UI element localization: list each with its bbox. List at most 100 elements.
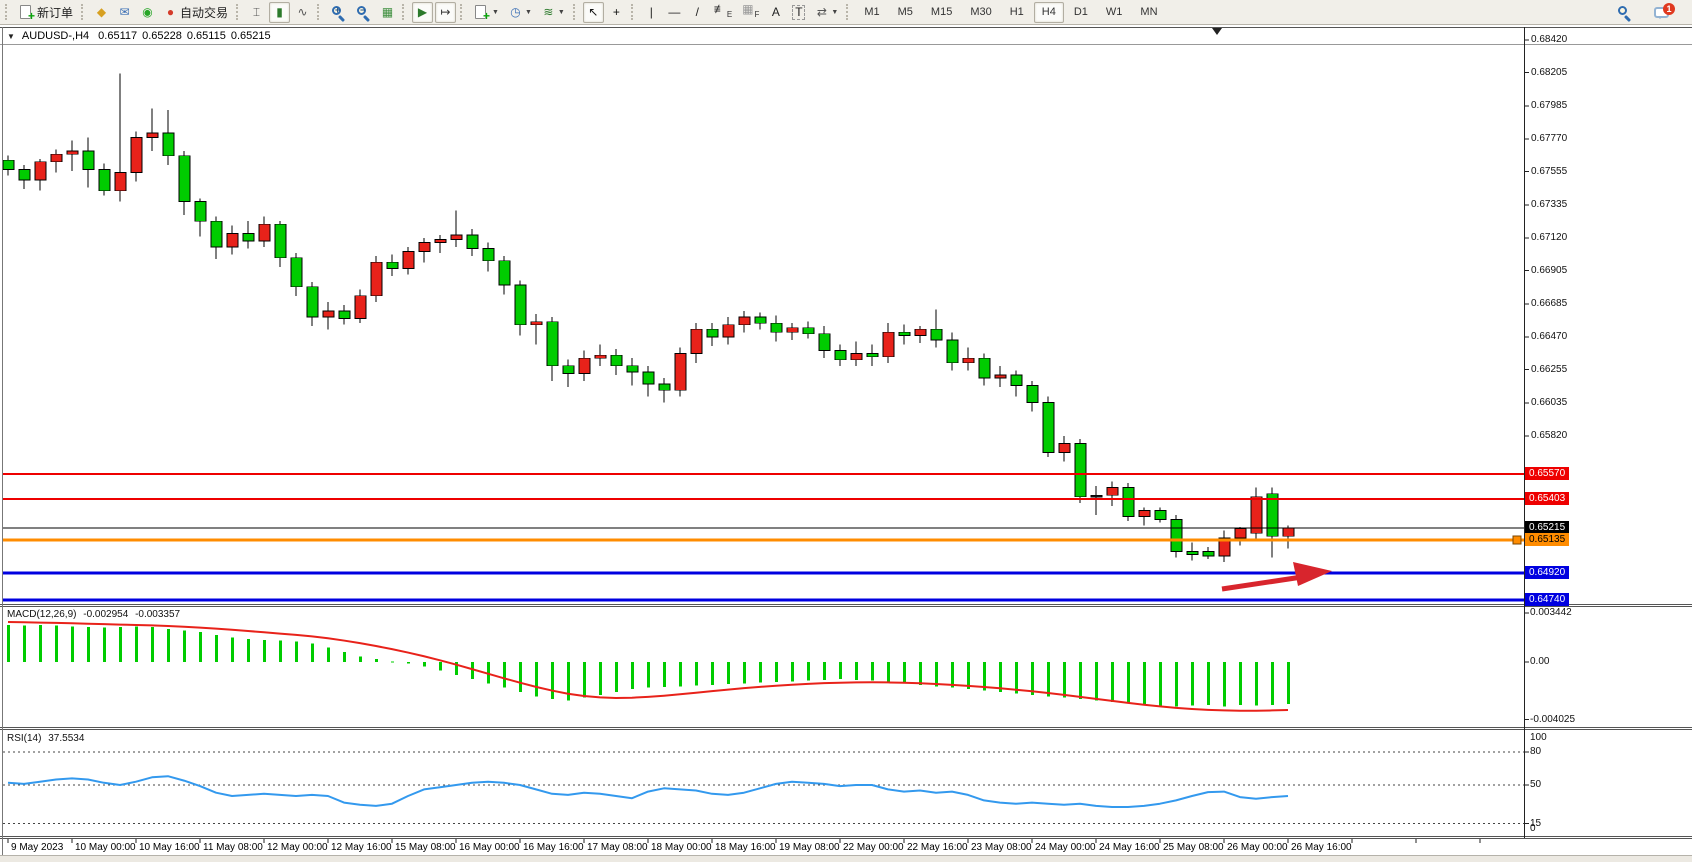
data-window-button[interactable]: ✉: [114, 2, 135, 23]
chart-shift-icon: ↦: [440, 4, 451, 19]
new-chart-icon: +: [475, 5, 490, 23]
time-tick-18: 25 May 08:00: [1163, 842, 1224, 853]
candlestick-mode-button[interactable]: ▮: [269, 1, 291, 23]
strategy-tester-button[interactable]: ◉: [137, 2, 158, 23]
entry-line-handle[interactable]: [1512, 535, 1522, 545]
new-chart-dropdown-icon[interactable]: ▼: [492, 8, 499, 16]
tf-m30-button[interactable]: M30: [962, 2, 999, 23]
time-tick-13: 22 May 00:00: [843, 842, 904, 853]
price-tick-0.66470: 0.66470: [1531, 330, 1568, 342]
tf-m15-button[interactable]: M15: [923, 2, 960, 23]
time-tick-1: 10 May 00:00: [75, 842, 136, 853]
tf-h4-button[interactable]: H4: [1033, 1, 1064, 23]
price-axis-border: [1524, 27, 1525, 838]
auto-scroll-button[interactable]: ▶: [412, 1, 434, 23]
time-tick-5: 12 May 16:00: [331, 842, 392, 853]
arrows-tool-icon: ⇄: [816, 4, 827, 19]
periods-dropdown-icon[interactable]: ▼: [524, 8, 532, 16]
chart-collapse-icon[interactable]: ▼: [7, 31, 15, 41]
search-button[interactable]: [1613, 2, 1636, 23]
cursor-button[interactable]: ↖: [582, 1, 604, 23]
indicators-dropdown-icon[interactable]: ▼: [557, 8, 565, 16]
tf-d1-button[interactable]: D1: [1066, 2, 1096, 23]
market-watch-button[interactable]: ◆: [91, 2, 112, 23]
toolbar-grip[interactable]: [317, 4, 323, 20]
toolbar-grip[interactable]: [630, 4, 637, 20]
time-tick-11: 18 May 16:00: [715, 842, 776, 853]
label-tool-button[interactable]: T: [788, 2, 809, 23]
toolbar-grip[interactable]: [5, 4, 11, 20]
pane-separator-rsi-b[interactable]: [0, 729, 1692, 730]
zoom-out-button[interactable]: −: [352, 2, 375, 23]
grid-tool-button[interactable]: ▦F: [738, 2, 763, 23]
auto-scroll-icon: ▶: [417, 4, 428, 19]
new-chart-button[interactable]: + ▼: [470, 2, 503, 23]
pane-separator-macd-b[interactable]: [0, 606, 1692, 607]
tf-m1-label: M1: [864, 6, 880, 18]
arrows-tool-dropdown-icon[interactable]: ▼: [831, 8, 839, 16]
zoom-out-icon: −: [356, 5, 371, 22]
time-tick-19: 26 May 00:00: [1227, 842, 1288, 853]
indicators-button[interactable]: ≋ ▼: [538, 2, 569, 23]
horizontal-line-tool-button[interactable]: —: [664, 2, 685, 23]
tf-mn-button[interactable]: MN: [1132, 2, 1165, 23]
price-lines[interactable]: [3, 473, 1524, 602]
trendline-tool-button[interactable]: /: [687, 2, 708, 23]
time-tick-0: 9 May 2023: [11, 842, 64, 853]
time-axis-separator-a: [0, 836, 1692, 837]
auto-trading-icon: ●: [166, 4, 175, 19]
chart-shift-button[interactable]: ↦: [435, 1, 457, 23]
left-border: [2, 27, 3, 855]
tf-h1-button[interactable]: H1: [1002, 2, 1032, 23]
zoom-in-icon: +: [331, 5, 346, 22]
chat-button[interactable]: 1: [1650, 2, 1675, 23]
tf-m1-button[interactable]: M1: [856, 2, 887, 23]
toolbar-grip[interactable]: [460, 4, 466, 20]
time-tick-2: 10 May 16:00: [139, 842, 200, 853]
resistance-line-1-price-label[interactable]: 0.65570: [1525, 467, 1570, 480]
zoom-in-button[interactable]: +: [327, 2, 350, 23]
trend-arrow[interactable]: [1221, 562, 1332, 592]
tf-m30-label: M30: [970, 6, 992, 18]
pane-separator-rsi-a[interactable]: [0, 727, 1692, 728]
resistance-line-2-price-label[interactable]: 0.65403: [1525, 492, 1570, 505]
crosshair-button[interactable]: +: [606, 2, 627, 23]
price-tick-0.66685: 0.66685: [1531, 298, 1568, 310]
toolbar-grip[interactable]: [402, 4, 408, 20]
chart-shift-marker-icon[interactable]: [1212, 28, 1222, 40]
entry-line-price-label[interactable]: 0.65135: [1525, 533, 1570, 546]
bar-chart-mode-button[interactable]: ⌶: [246, 2, 267, 23]
text-tool-button[interactable]: A: [765, 2, 786, 23]
price-tick-0.66255: 0.66255: [1531, 363, 1568, 375]
line-chart-mode-button[interactable]: ∿: [292, 2, 313, 23]
rsi-value: 37.5534: [48, 733, 85, 744]
cursor-icon: ↖: [588, 4, 599, 19]
vertical-line-tool-button[interactable]: |: [641, 2, 662, 23]
arrows-tool-button[interactable]: ⇄ ▼: [811, 2, 842, 23]
pane-separator-macd-a[interactable]: [0, 604, 1692, 605]
tile-windows-button[interactable]: ▦: [377, 2, 398, 23]
support-line-2-price-label[interactable]: 0.64740: [1525, 593, 1570, 606]
tf-w1-button[interactable]: W1: [1098, 2, 1131, 23]
support-line-1-price-label[interactable]: 0.64920: [1525, 566, 1570, 579]
price-tick-0.65820: 0.65820: [1531, 429, 1568, 441]
chat-icon: 1: [1654, 2, 1675, 19]
periods-button[interactable]: ◷ ▼: [505, 2, 536, 23]
new-order-button[interactable]: + 新订单: [15, 2, 77, 23]
rsi-tick-15: 15: [1530, 817, 1542, 829]
bar-chart-mode-icon: ⌶: [252, 4, 261, 19]
current-price-line-price-label[interactable]: 0.65215: [1525, 521, 1570, 534]
fibonacci-tool-button[interactable]: ≢E: [710, 2, 736, 23]
toolbar-grip[interactable]: [846, 4, 852, 20]
toolbar-grip[interactable]: [81, 4, 87, 20]
auto-trading-button[interactable]: ● 自动交易: [160, 2, 232, 23]
tf-m5-button[interactable]: M5: [890, 2, 921, 23]
time-tick-3: 11 May 08:00: [203, 842, 263, 853]
label-tool-icon: T: [792, 4, 806, 20]
time-tick-4: 12 May 00:00: [267, 842, 328, 853]
toolbar-grip[interactable]: [236, 4, 242, 20]
toolbar-grip[interactable]: [572, 4, 579, 20]
rsi-tick-100: 100: [1530, 732, 1547, 743]
